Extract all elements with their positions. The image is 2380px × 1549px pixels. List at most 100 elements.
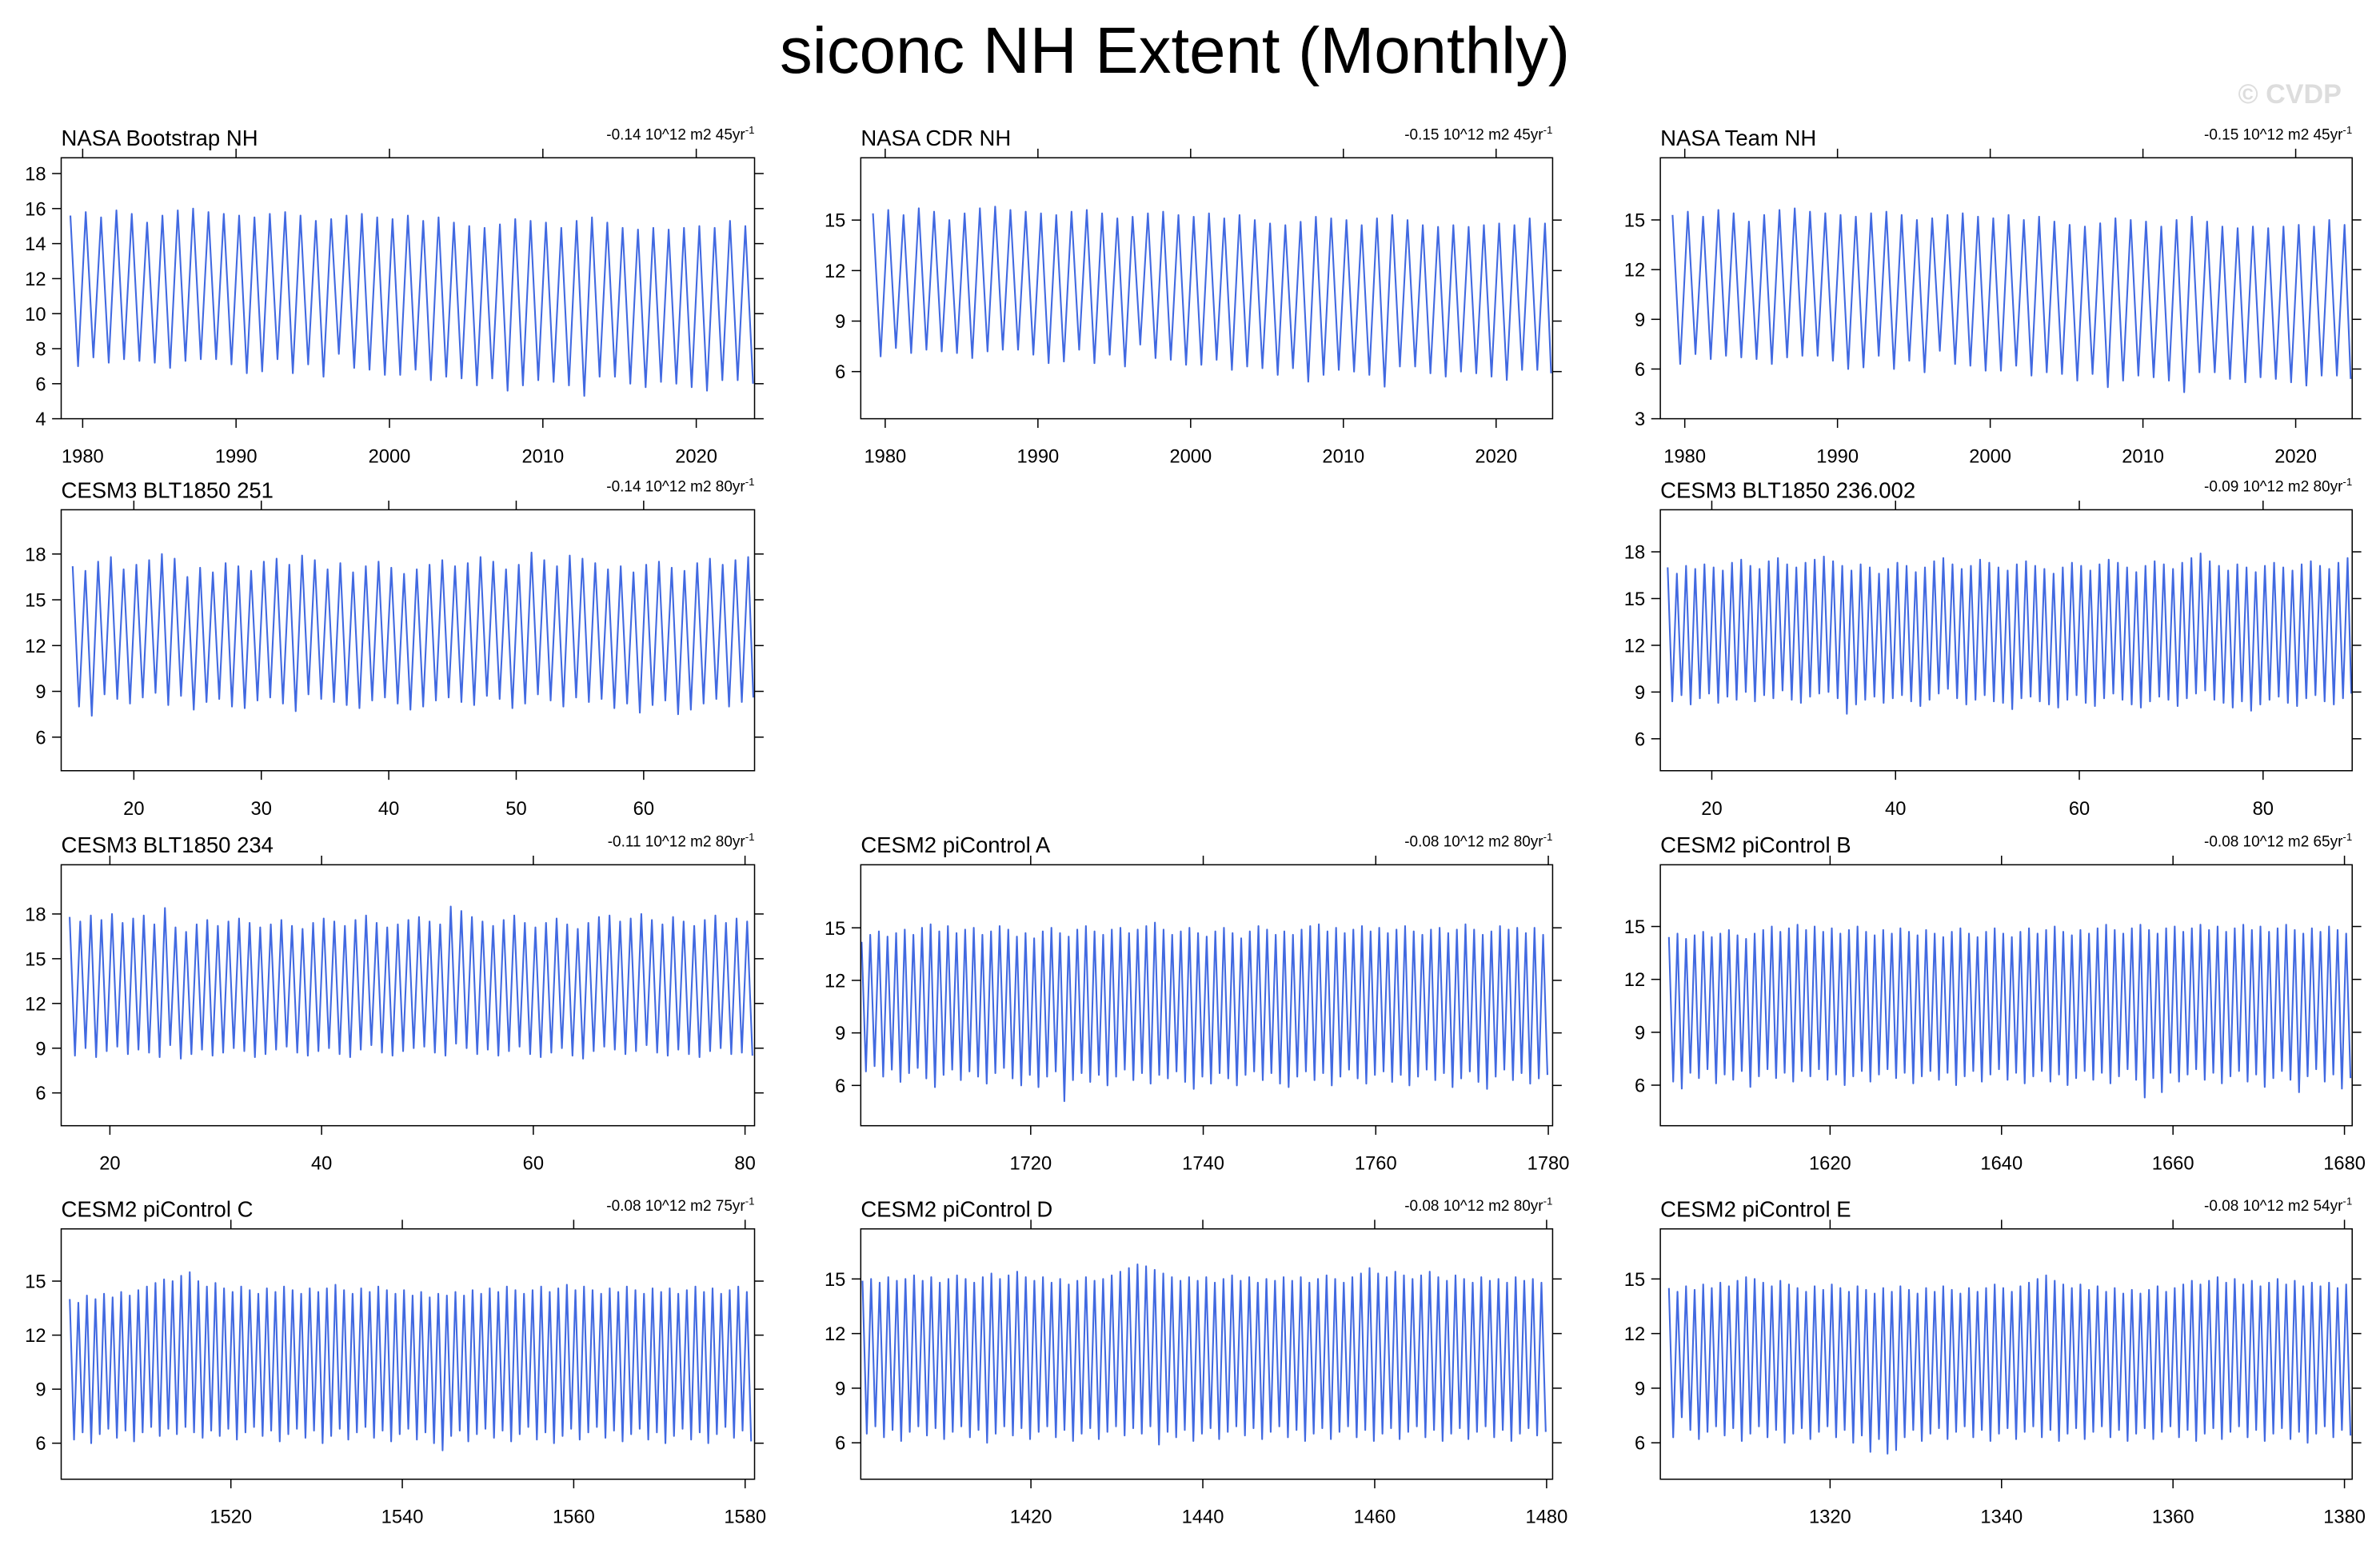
trend-exponent: -1 xyxy=(2342,476,2352,488)
y-tick-label: 12 xyxy=(825,1324,845,1345)
y-tick-label: 15 xyxy=(825,919,845,940)
series-line xyxy=(69,207,754,397)
series-line xyxy=(1667,1274,2352,1455)
y-tick-label: 12 xyxy=(1624,1324,1645,1345)
x-tick-label: 1480 xyxy=(1526,1507,1568,1528)
y-tick-label: 15 xyxy=(825,1270,845,1291)
y-tick-label: 12 xyxy=(1624,636,1645,657)
panel: CESM3 BLT1850 236.002 -0.09 10^12 m2 80yr… xyxy=(1624,476,2362,820)
y-tick-label: 12 xyxy=(25,1326,46,1347)
plot-frame xyxy=(60,509,756,772)
series-line xyxy=(872,206,1552,388)
series-line xyxy=(861,921,1548,1103)
trend-text: -0.08 10^12 m2 65yr xyxy=(2204,834,2342,851)
panel-title: CESM2 piControl E xyxy=(1660,1197,1851,1222)
panel: CESM2 piControl A -0.08 10^12 m2 80yr-1 6 9… xyxy=(825,831,1569,1175)
trend-exponent: -1 xyxy=(745,831,755,843)
y-tick-label: 12 xyxy=(825,261,845,282)
series-line xyxy=(1671,207,2352,393)
y-tick-label: 6 xyxy=(1635,360,1645,381)
x-tick-label: 1320 xyxy=(1809,1507,1851,1528)
y-tick-label: 15 xyxy=(25,591,46,612)
panel: CESM2 piControl E -0.08 10^12 m2 54yr-1 6 9… xyxy=(1624,1195,2366,1527)
panel-title: CESM2 piControl C xyxy=(62,1197,254,1222)
y-tick-label: 6 xyxy=(35,1434,46,1455)
trend-exponent: -1 xyxy=(2342,124,2352,136)
panel: CESM3 BLT1850 234 -0.11 10^12 m2 80yr-1 6 9… xyxy=(25,831,764,1175)
trend-label: -0.14 10^12 m2 45yr-1 xyxy=(606,124,754,144)
panel: NASA Bootstrap NH -0.14 10^12 m2 45yr-1 4 6… xyxy=(25,124,764,468)
x-tick-label: 40 xyxy=(378,799,399,820)
x-tick-label: 1440 xyxy=(1182,1507,1224,1528)
x-tick-label: 2000 xyxy=(369,447,411,468)
trend-label: -0.11 10^12 m2 80yr-1 xyxy=(608,831,755,851)
x-tick-label: 2010 xyxy=(521,447,564,468)
y-tick-label: 9 xyxy=(1635,1023,1645,1044)
x-tick-label: 1980 xyxy=(865,447,907,468)
x-tick-label: 1460 xyxy=(1354,1507,1396,1528)
y-tick-label: 6 xyxy=(1635,1434,1645,1455)
plot-frame xyxy=(60,864,756,1127)
x-tick-label: 1520 xyxy=(210,1507,252,1528)
trend-label: -0.08 10^12 m2 65yr-1 xyxy=(2204,831,2352,851)
series-line xyxy=(1667,552,2353,715)
x-tick-label: 1990 xyxy=(1816,447,1859,468)
x-tick-label: 40 xyxy=(1885,799,1906,820)
y-tick-label: 18 xyxy=(25,165,46,186)
x-tick-label: 60 xyxy=(523,1154,544,1175)
panel: CESM3 BLT1850 251 -0.14 10^12 m2 80yr-1 6 9… xyxy=(25,476,764,820)
y-tick-label: 9 xyxy=(35,1380,46,1401)
trend-exponent: -1 xyxy=(745,1195,755,1207)
plot-frame xyxy=(1659,157,2353,420)
x-tick-label: 20 xyxy=(1701,799,1722,820)
y-tick-label: 6 xyxy=(1635,729,1645,750)
x-tick-label: 1340 xyxy=(1980,1507,2023,1528)
x-tick-label: 50 xyxy=(505,799,526,820)
trend-label: -0.15 10^12 m2 45yr-1 xyxy=(2204,124,2352,144)
y-tick-label: 9 xyxy=(35,682,46,703)
y-tick-label: 3 xyxy=(1635,409,1645,430)
panel-title: CESM2 piControl A xyxy=(861,832,1051,857)
plot-frame xyxy=(860,1228,1554,1480)
trend-text: -0.08 10^12 m2 54yr xyxy=(2204,1198,2342,1215)
y-tick-label: 12 xyxy=(25,637,46,657)
y-tick-label: 16 xyxy=(25,199,46,220)
plot-frame xyxy=(1659,864,2353,1127)
panel-title: NASA Team NH xyxy=(1660,126,1816,150)
panel: NASA Team NH -0.15 10^12 m2 45yr-1 3 6 9 12 15… xyxy=(1624,124,2362,468)
trend-text: -0.08 10^12 m2 75yr xyxy=(606,1198,745,1215)
x-tick-label: 20 xyxy=(123,799,144,820)
x-tick-label: 20 xyxy=(99,1154,120,1175)
trend-exponent: -1 xyxy=(1543,124,1553,136)
y-tick-label: 6 xyxy=(835,362,845,383)
trend-label: -0.09 10^12 m2 80yr-1 xyxy=(2204,476,2352,496)
y-tick-label: 9 xyxy=(1635,310,1645,331)
trend-exponent: -1 xyxy=(1543,1195,1553,1207)
x-tick-label: 2020 xyxy=(1475,447,1517,468)
panel-title: CESM3 BLT1850 251 xyxy=(62,477,274,502)
trend-exponent: -1 xyxy=(2342,831,2352,843)
trend-label: -0.08 10^12 m2 75yr-1 xyxy=(606,1195,754,1215)
x-tick-label: 30 xyxy=(251,799,272,820)
x-tick-label: 2000 xyxy=(1169,447,1212,468)
x-tick-label: 1980 xyxy=(1663,447,1706,468)
panel: CESM2 piControl C -0.08 10^12 m2 75yr-1 6 9… xyxy=(25,1195,766,1527)
y-tick-label: 12 xyxy=(25,269,46,290)
x-tick-label: 1540 xyxy=(381,1507,424,1528)
y-tick-label: 6 xyxy=(1635,1076,1645,1097)
x-tick-label: 2020 xyxy=(2274,447,2317,468)
x-tick-label: 80 xyxy=(2253,799,2274,820)
panel-title: NASA Bootstrap NH xyxy=(62,126,258,150)
panel: NASA CDR NH -0.15 10^12 m2 45yr-1 6 9 12 15 19… xyxy=(825,124,1562,468)
x-tick-label: 1380 xyxy=(2323,1507,2366,1528)
y-tick-label: 15 xyxy=(825,211,845,232)
y-tick-label: 6 xyxy=(35,374,46,395)
y-tick-label: 4 xyxy=(35,409,46,430)
trend-text: -0.14 10^12 m2 80yr xyxy=(606,479,745,496)
x-tick-label: 2010 xyxy=(2122,447,2164,468)
trend-text: -0.11 10^12 m2 80yr xyxy=(608,834,745,851)
series-line xyxy=(1667,924,2352,1099)
x-tick-label: 1990 xyxy=(1016,447,1059,468)
x-tick-label: 1740 xyxy=(1182,1154,1224,1175)
y-tick-label: 9 xyxy=(835,1024,845,1044)
